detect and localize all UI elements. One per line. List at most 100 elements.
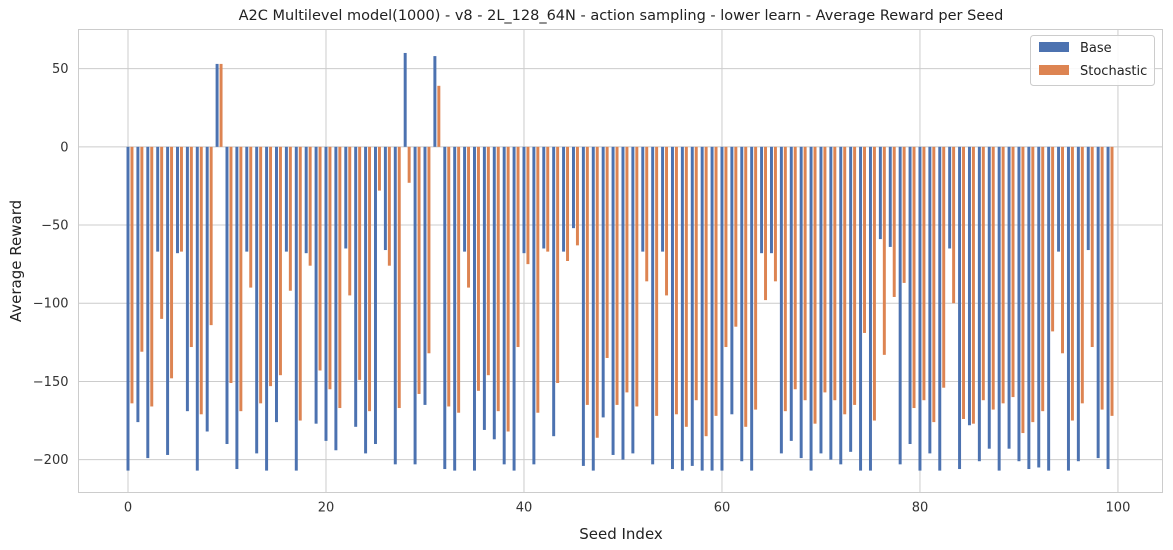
bar-stochastic-67 <box>793 146 797 390</box>
bar-stochastic-3 <box>160 146 164 319</box>
bar-base-42 <box>542 146 546 249</box>
bar-stochastic-28 <box>407 146 411 183</box>
bar-stochastic-74 <box>863 146 867 333</box>
bar-base-70 <box>819 146 823 454</box>
bar-base-29 <box>413 146 417 465</box>
bar-stochastic-4 <box>170 146 174 379</box>
bar-base-26 <box>383 146 387 251</box>
bar-base-77 <box>888 146 892 247</box>
bar-base-46 <box>581 146 585 466</box>
bar-base-11 <box>235 146 239 470</box>
bar-stochastic-98 <box>1100 146 1104 410</box>
bar-stochastic-49 <box>615 146 619 405</box>
y-axis-label: Average Reward <box>7 200 25 322</box>
bar-stochastic-2 <box>150 146 154 407</box>
bar-base-1 <box>136 146 140 423</box>
bar-stochastic-87 <box>991 146 995 410</box>
bar-stochastic-19 <box>318 146 322 371</box>
bar-base-53 <box>651 146 655 465</box>
bar-stochastic-22 <box>348 146 352 296</box>
bar-base-78 <box>898 146 902 465</box>
bar-stochastic-56 <box>684 146 688 427</box>
bar-base-38 <box>502 146 506 465</box>
bar-stochastic-66 <box>783 146 787 412</box>
y-tick-label: −150 <box>33 375 69 390</box>
bar-base-62 <box>740 146 744 462</box>
bar-base-30 <box>423 146 427 405</box>
bar-stochastic-41 <box>536 146 540 413</box>
bar-base-37 <box>492 146 496 440</box>
bar-stochastic-50 <box>625 146 629 393</box>
bar-base-6 <box>185 146 189 412</box>
bar-base-3 <box>156 146 160 252</box>
bar-base-17 <box>294 146 298 471</box>
bar-base-32 <box>443 146 447 470</box>
legend-label-stochastic: Stochastic <box>1080 64 1147 79</box>
bar-base-5 <box>176 146 179 254</box>
bar-stochastic-70 <box>823 146 827 393</box>
bar-stochastic-54 <box>665 146 669 296</box>
bar-base-41 <box>532 146 536 465</box>
bar-base-28 <box>403 52 407 147</box>
bar-stochastic-48 <box>605 146 609 358</box>
bar-stochastic-10 <box>229 146 233 384</box>
bar-base-68 <box>799 146 803 459</box>
bar-base-80 <box>918 146 922 471</box>
bar-stochastic-12 <box>249 146 253 288</box>
bar-base-51 <box>631 146 635 454</box>
bar-stochastic-17 <box>298 146 302 421</box>
bar-base-95 <box>1066 146 1070 471</box>
bar-stochastic-71 <box>833 146 837 401</box>
x-tick-label: 20 <box>318 501 335 516</box>
bar-stochastic-26 <box>387 146 391 266</box>
bar-base-48 <box>601 146 605 418</box>
bar-stochastic-35 <box>476 146 480 391</box>
bar-stochastic-96 <box>1080 146 1084 404</box>
bar-base-93 <box>1047 146 1051 471</box>
bar-base-84 <box>958 146 962 470</box>
bar-base-63 <box>750 146 754 471</box>
bar-stochastic-93 <box>1051 146 1055 332</box>
bar-base-20 <box>324 146 328 441</box>
bar-stochastic-75 <box>872 146 876 421</box>
bar-stochastic-21 <box>338 146 342 409</box>
bar-base-69 <box>809 146 813 471</box>
y-tick-label: 50 <box>52 62 69 77</box>
bar-stochastic-63 <box>754 146 758 410</box>
bar-base-54 <box>661 146 665 252</box>
bar-stochastic-57 <box>694 146 698 401</box>
bar-base-65 <box>769 146 773 254</box>
bar-stochastic-52 <box>645 146 649 282</box>
y-tick-label: −200 <box>33 453 69 468</box>
bar-base-7 <box>195 146 199 471</box>
bar-base-86 <box>977 146 981 462</box>
bar-stochastic-24 <box>368 146 372 412</box>
bar-stochastic-51 <box>635 146 639 407</box>
y-tick-label: 0 <box>60 140 68 155</box>
bar-stochastic-40 <box>526 146 530 265</box>
bar-stochastic-89 <box>1011 146 1015 398</box>
bar-stochastic-72 <box>843 146 847 415</box>
bar-base-40 <box>522 146 526 254</box>
bar-base-43 <box>552 146 556 437</box>
bar-base-96 <box>1076 146 1080 462</box>
bar-base-81 <box>928 146 932 454</box>
bar-stochastic-90 <box>1021 146 1025 434</box>
x-tick-label: 100 <box>1106 501 1131 516</box>
bar-base-72 <box>839 146 843 465</box>
x-tick-label: 60 <box>714 501 731 516</box>
bar-base-36 <box>482 146 486 430</box>
bar-base-99 <box>1106 146 1110 470</box>
bar-base-18 <box>304 146 308 254</box>
legend-label-base: Base <box>1080 41 1112 56</box>
bar-stochastic-27 <box>397 146 401 409</box>
bar-stochastic-53 <box>655 146 659 416</box>
bar-stochastic-20 <box>328 146 332 390</box>
bar-stochastic-69 <box>813 146 817 424</box>
bar-base-33 <box>453 146 457 471</box>
bar-stochastic-39 <box>516 146 520 348</box>
legend-swatch-stochastic <box>1039 65 1069 75</box>
bar-stochastic-62 <box>744 146 748 427</box>
bar-base-83 <box>948 146 952 249</box>
bar-stochastic-92 <box>1041 146 1045 412</box>
